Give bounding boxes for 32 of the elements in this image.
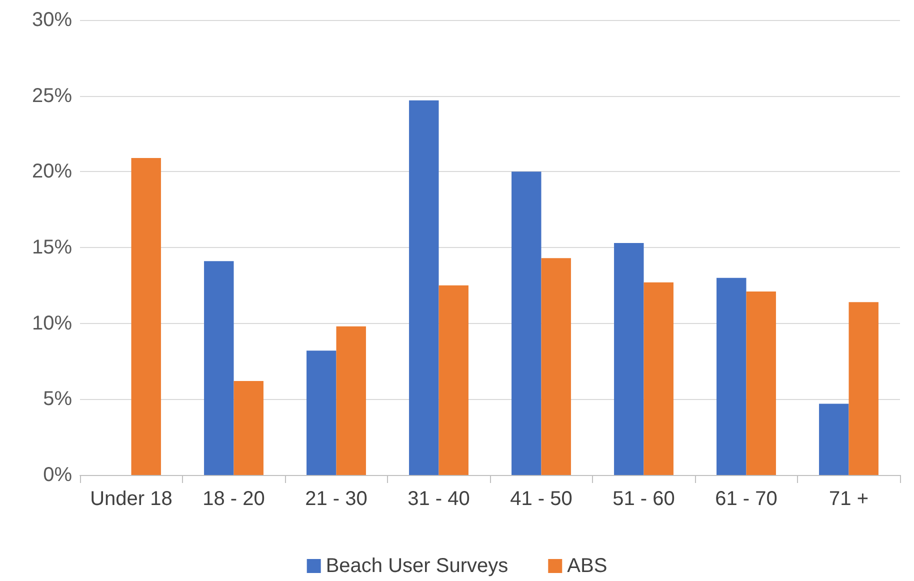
x-tick-label: 61 - 70 [715,488,778,510]
bar [306,350,336,475]
x-tick-label: Under 18 [90,488,172,510]
bar [336,326,366,475]
legend-label: Beach User Surveys [326,555,508,577]
x-tick-label: 71 + [829,488,868,510]
y-tick-label: 15% [32,236,72,258]
bar [746,291,776,475]
bar [819,404,849,475]
bar [131,158,161,475]
y-tick-label: 20% [32,160,72,183]
bar [204,261,234,475]
bar [409,100,439,475]
y-tick-label: 25% [32,84,72,107]
bar [644,282,674,475]
y-tick-label: 0% [43,464,72,486]
x-tick-label: 18 - 20 [202,488,265,510]
legend-label: ABS [567,555,608,577]
bar [234,380,264,475]
x-tick-label: 31 - 40 [408,488,470,510]
y-tick-label: 5% [43,388,72,410]
bar [512,172,542,475]
y-tick-label: 30% [32,9,72,31]
bar [438,285,468,475]
x-tick-label: 41 - 50 [510,488,572,510]
bar [614,242,644,475]
bar [541,258,571,475]
bar [716,278,746,475]
x-tick-label: 21 - 30 [305,488,368,510]
y-tick-label: 10% [32,312,72,334]
bar [848,302,878,475]
x-tick-label: 51 - 60 [612,488,675,510]
